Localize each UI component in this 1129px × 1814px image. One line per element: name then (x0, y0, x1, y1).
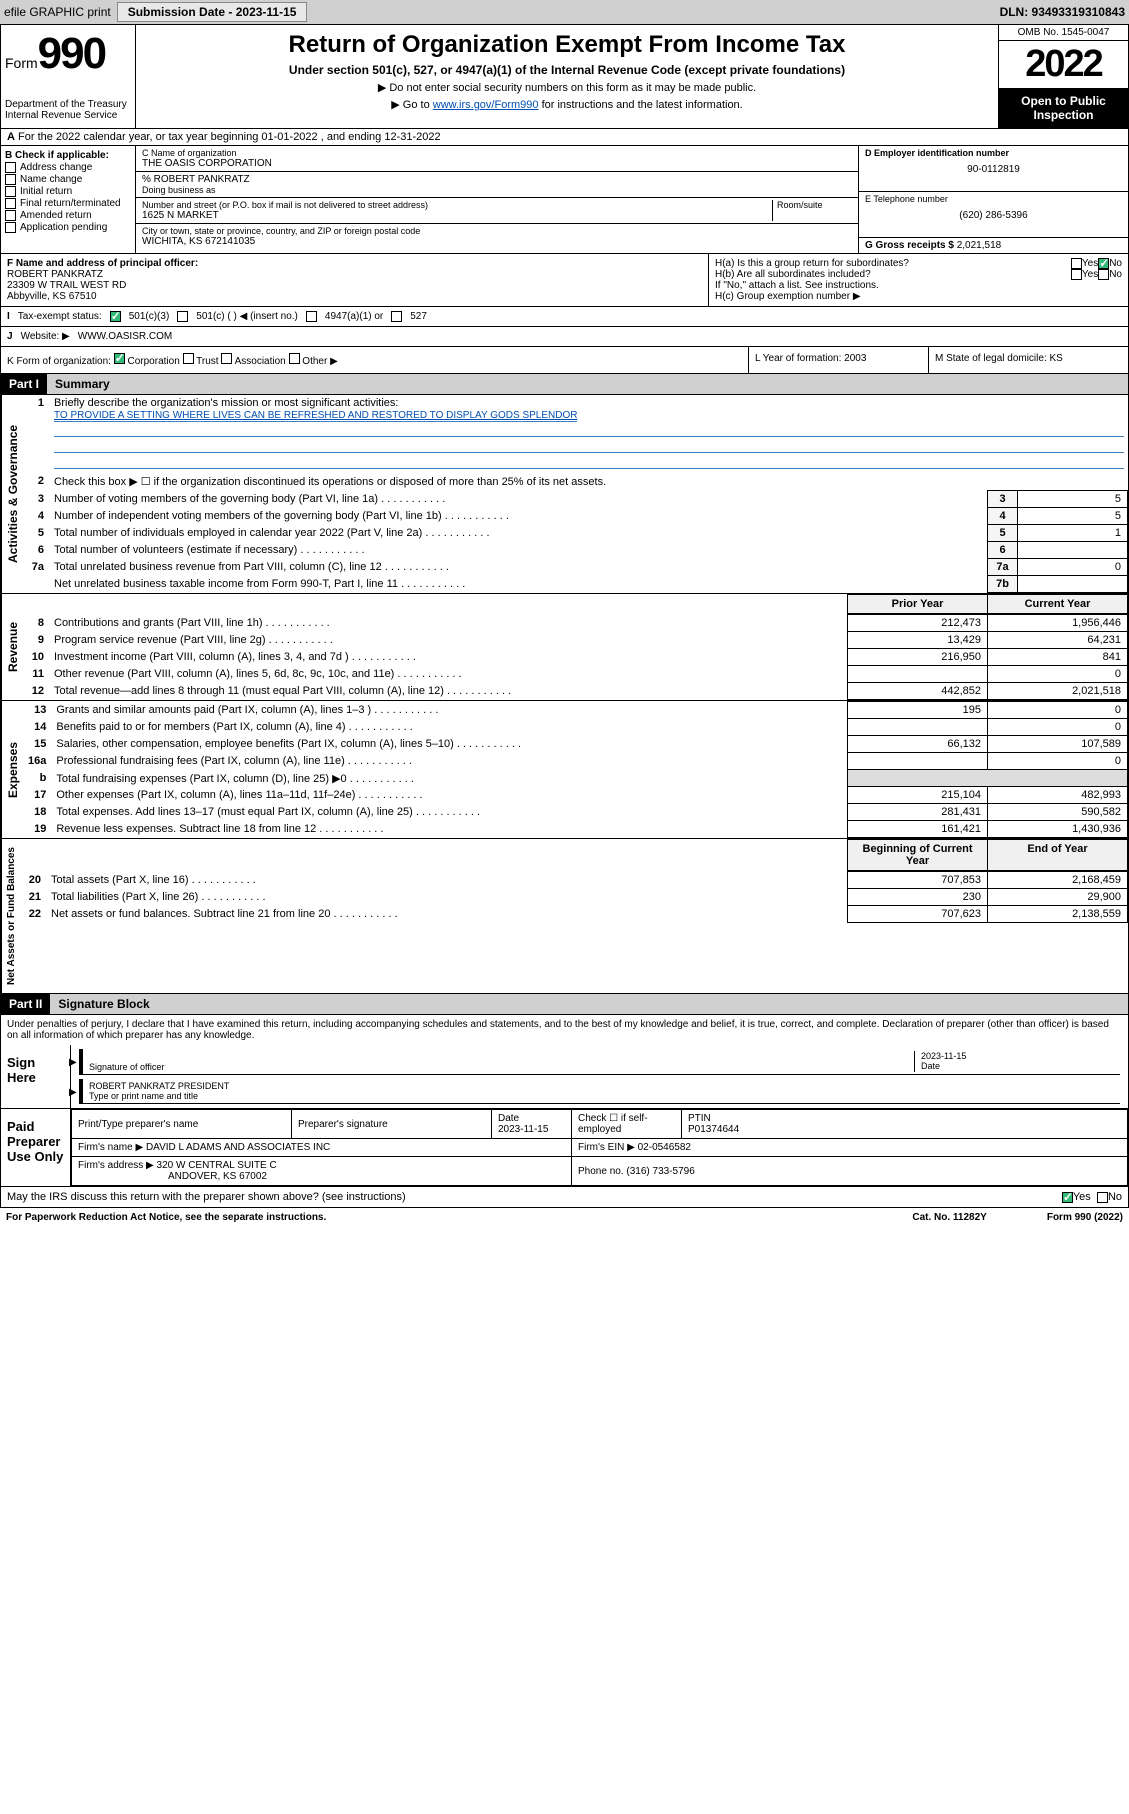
irs-link[interactable]: www.irs.gov/Form990 (433, 99, 539, 111)
col-f-officer: F Name and address of principal officer:… (1, 254, 708, 306)
chk-assoc[interactable] (221, 353, 232, 364)
chk-address-change[interactable] (5, 162, 16, 173)
gross-receipts: 2,021,518 (957, 240, 1002, 251)
officer-addr2: Abbyville, KS 67510 (7, 291, 702, 302)
tax-year: 2022 (999, 41, 1128, 88)
col-de: D Employer identification number90-01128… (858, 146, 1128, 253)
chk-527[interactable] (391, 311, 402, 322)
section-net-assets: Net Assets or Fund Balances Beginning of… (0, 839, 1129, 994)
row-i-tax-status: ITax-exempt status: 501(c)(3) 501(c) ( )… (0, 307, 1129, 327)
city-state-zip: WICHITA, KS 672141035 (142, 236, 852, 247)
form-title: Return of Organization Exempt From Incom… (144, 31, 990, 59)
header-middle: Return of Organization Exempt From Incom… (136, 25, 998, 128)
row-a-tax-year: A For the 2022 calendar year, or tax yea… (0, 129, 1129, 146)
officer-addr1: 23309 W TRAIL WEST RD (7, 280, 702, 291)
telephone: (620) 286-5396 (865, 210, 1122, 221)
chk-other[interactable] (289, 353, 300, 364)
row-fh: F Name and address of principal officer:… (0, 254, 1129, 307)
chk-ha-yes[interactable] (1071, 258, 1082, 269)
col-k-form-org: K Form of organization: Corporation Trus… (1, 347, 748, 373)
chk-hb-yes[interactable] (1071, 269, 1082, 280)
street-address: 1625 N MARKET (142, 210, 772, 221)
chk-ha-no[interactable] (1098, 258, 1109, 269)
firm-name: DAVID L ADAMS AND ASSOCIATES INC (146, 1142, 330, 1153)
form-word: Form (5, 55, 38, 71)
firm-phone: (316) 733-5796 (626, 1166, 694, 1177)
note-link: ▶ Go to www.irs.gov/Form990 for instruct… (144, 98, 990, 111)
irs-label: Internal Revenue Service (5, 110, 131, 121)
section-expenses: Expenses 13Grants and similar amounts pa… (0, 701, 1129, 839)
ein: 90-0112819 (865, 164, 1122, 175)
section-governance: Activities & Governance 1Briefly describ… (0, 395, 1129, 594)
sig-intro: Under penalties of perjury, I declare th… (1, 1015, 1128, 1045)
chk-app-pending[interactable] (5, 222, 16, 233)
col-m-state: M State of legal domicile: KS (928, 347, 1128, 373)
submission-date-button[interactable]: Submission Date - 2023-11-15 (117, 2, 308, 22)
officer-name: ROBERT PANKRATZ (7, 269, 702, 280)
chk-hb-no[interactable] (1098, 269, 1109, 280)
vlabel-net: Net Assets or Fund Balances (1, 839, 21, 993)
mission-text: TO PROVIDE A SETTING WHERE LIVES CAN BE … (54, 410, 577, 422)
website-url: WWW.OASISR.COM (78, 331, 172, 342)
note-ssn: ▶ Do not enter social security numbers o… (144, 81, 990, 94)
ptin: P01374644 (688, 1124, 739, 1135)
firm-addr2: ANDOVER, KS 67002 (168, 1171, 267, 1182)
vlabel-expenses: Expenses (1, 701, 24, 838)
omb-label: OMB No. 1545-0047 (999, 25, 1128, 41)
header-left: Form990 Department of the Treasury Inter… (1, 25, 136, 128)
row-klm: K Form of organization: Corporation Trus… (0, 347, 1129, 374)
col-b-checkboxes: B Check if applicable: Address change Na… (1, 146, 136, 253)
col-l-year: L Year of formation: 2003 (748, 347, 928, 373)
col-h-group: H(a) Is this a group return for subordin… (708, 254, 1128, 306)
paid-preparer-label: Paid Preparer Use Only (1, 1109, 71, 1186)
form-number: 990 (38, 29, 105, 78)
inspection-badge: Open to Public Inspection (999, 88, 1128, 128)
section-bcde: B Check if applicable: Address change Na… (0, 146, 1129, 254)
chk-501c[interactable] (177, 311, 188, 322)
sign-here-label: Sign Here (1, 1045, 71, 1108)
col-c-org-info: C Name of organizationTHE OASIS CORPORAT… (136, 146, 858, 253)
page-footer: For Paperwork Reduction Act Notice, see … (0, 1208, 1129, 1227)
part2-header: Part II Signature Block (0, 994, 1129, 1015)
chk-4947[interactable] (306, 311, 317, 322)
part1-header: Part I Summary (0, 374, 1129, 395)
chk-trust[interactable] (183, 353, 194, 364)
form-subtitle: Under section 501(c), 527, or 4947(a)(1)… (144, 63, 990, 77)
chk-501c3[interactable] (110, 311, 121, 322)
section-revenue: Revenue Prior YearCurrent Year 8Contribu… (0, 594, 1129, 701)
dln-label: DLN: 93493319310843 (1000, 5, 1125, 19)
top-toolbar: efile GRAPHIC print efile GRAPHIC print … (0, 0, 1129, 24)
officer-signature-line[interactable]: Signature of officer 2023-11-15Date (79, 1049, 1120, 1075)
signature-block: Under penalties of perjury, I declare th… (0, 1015, 1129, 1208)
org-name: THE OASIS CORPORATION (142, 158, 852, 169)
vlabel-revenue: Revenue (1, 594, 24, 700)
vlabel-governance: Activities & Governance (1, 395, 24, 593)
efile-label: efile GRAPHIC print (4, 5, 111, 19)
officer-name-line: ROBERT PANKRATZ PRESIDENT Type or print … (79, 1079, 1120, 1104)
firm-ein: 02-0546582 (638, 1142, 691, 1153)
chk-name-change[interactable] (5, 174, 16, 185)
row-j-website: JWebsite: ▶ WWW.OASISR.COM (0, 327, 1129, 347)
form-header: Form990 Department of the Treasury Inter… (0, 24, 1129, 129)
chk-discuss-yes[interactable] (1062, 1192, 1073, 1203)
chk-initial-return[interactable] (5, 186, 16, 197)
chk-corp[interactable] (114, 353, 125, 364)
chk-discuss-no[interactable] (1097, 1192, 1108, 1203)
chk-final-return[interactable] (5, 198, 16, 209)
preparer-table: Print/Type preparer's name Preparer's si… (71, 1109, 1128, 1186)
dept-label: Department of the Treasury (5, 99, 131, 110)
firm-addr1: 320 W CENTRAL SUITE C (157, 1160, 277, 1171)
chk-amended[interactable] (5, 210, 16, 221)
care-of: % ROBERT PANKRATZ (142, 174, 852, 185)
header-right: OMB No. 1545-0047 2022 Open to Public In… (998, 25, 1128, 128)
